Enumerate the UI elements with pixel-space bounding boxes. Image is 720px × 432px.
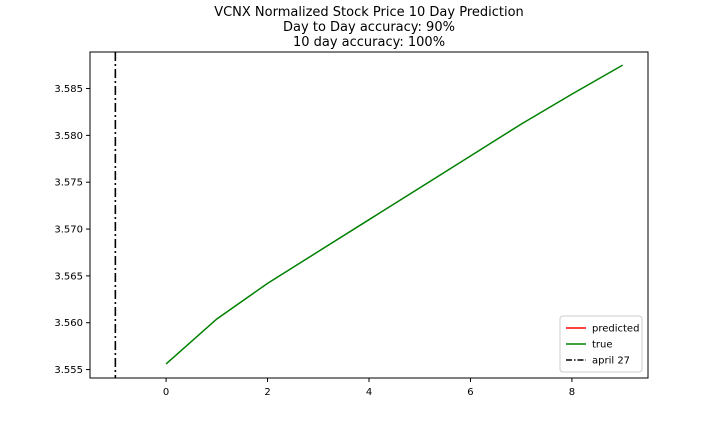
legend: predicted true april 27 [559,315,643,373]
y-tick-label: 3.560 [54,318,83,329]
chart-title-line-1: VCNX Normalized Stock Price 10 Day Predi… [214,5,524,20]
y-tick-label: 3.570 [54,225,83,236]
legend-label-true: true [592,340,613,351]
y-tick-label: 3.585 [54,84,83,95]
x-tick-label: 8 [569,387,575,398]
series-line-true [165,64,624,365]
x-tick-label: 6 [467,387,473,398]
legend-box [559,315,643,373]
y-tick-label: 3.555 [54,365,83,376]
y-tick-label: 3.580 [54,131,83,142]
y-tick-label: 3.575 [54,178,83,189]
legend-label-april-27: april 27 [592,356,630,367]
legend-label-predicted: predicted [592,324,639,335]
chart-title-line-3: 10 day accuracy: 100% [292,35,446,50]
y-tick-label: 3.565 [54,271,83,282]
x-tick-label: 0 [163,387,169,398]
x-tick-label: 4 [366,387,372,398]
chart-title-line-2: Day to Day accuracy: 90% [283,20,455,35]
x-tick-label: 2 [264,387,270,398]
